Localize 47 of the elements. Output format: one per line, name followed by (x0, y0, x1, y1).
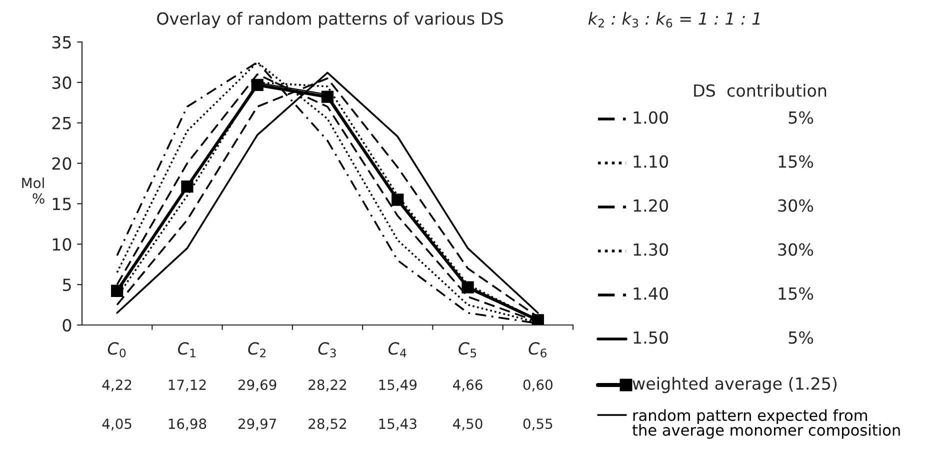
data-label: 0,55 (523, 418, 552, 430)
x-tick-label: C$_{2}$ (248, 342, 266, 358)
y-tick-label: 20 (52, 157, 72, 170)
y-tick-label: 15 (52, 198, 71, 210)
legend-title: DS contribution (694, 84, 826, 97)
legend-label: 1.50 (634, 331, 668, 344)
text: 15% (778, 287, 814, 300)
y-tick-label: 10 (52, 238, 72, 251)
y-tick-label: 5 (62, 278, 71, 292)
data-label: 28,22 (308, 380, 346, 392)
data-label: 4,50 (453, 418, 482, 430)
chart-title: Overlay of random patterns of various DS (157, 12, 503, 28)
data-label: 4,22 (102, 380, 132, 392)
data-label: 0,60 (523, 380, 552, 392)
y-tick-label: 25 (52, 116, 71, 130)
text: 5% (788, 111, 814, 124)
data-label: 4,05 (102, 418, 132, 430)
x-tick-label: C$_{3}$ (318, 342, 336, 358)
y-tick-label: 30 (52, 76, 72, 89)
x-tick-label: C$_{1}$ (178, 342, 196, 358)
data-label: 29,69 (238, 380, 276, 392)
legend-label: 1.10 (634, 155, 668, 168)
text: 30% (778, 243, 814, 256)
x-tick-label: C$_{6}$ (528, 342, 546, 358)
text: 30% (778, 199, 814, 212)
data-label: 16,98 (168, 418, 206, 430)
x-tick-label: C$_{4}$ (388, 342, 406, 358)
text: 15% (778, 155, 814, 168)
data-label: 15,43 (379, 418, 416, 430)
data-label: 29,97 (238, 418, 276, 430)
y-tick-label: 0 (62, 318, 72, 332)
data-label: 17,12 (168, 380, 206, 392)
legend-label: random pattern expected from the average monomer composition (632, 409, 900, 439)
legend-label: 1.00 (634, 111, 668, 124)
data-label: 28,52 (308, 418, 346, 430)
legend-label: weighted average (1.25) (632, 376, 837, 394)
legend-label: 1.40 (634, 287, 668, 300)
legend-label: 1.30 (634, 243, 668, 256)
data-label: 15,49 (379, 380, 417, 392)
data-label: 4,66 (453, 380, 482, 392)
x-tick-label: C$_{0}$ (108, 342, 126, 358)
text: k$_{2}$ : k$_{3}$ : k$_{6}$ = 1 : 1 : 1 (588, 12, 760, 28)
y-axis-title: Mol % (22, 177, 44, 204)
x-tick-label: C$_{5}$ (458, 342, 476, 358)
legend-label: 1.20 (634, 199, 668, 212)
y-tick-label: 35 (52, 36, 71, 49)
text: 5% (788, 331, 814, 344)
